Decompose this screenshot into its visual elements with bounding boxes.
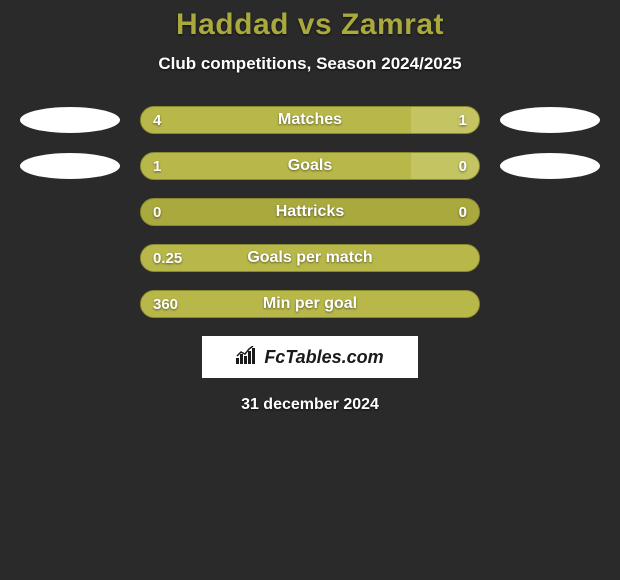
stat-bar: 0.25Goals per match: [140, 244, 480, 272]
barchart-icon: [236, 346, 258, 369]
page-title: Haddad vs Zamrat: [0, 8, 620, 42]
bar-left-fill: [141, 153, 411, 179]
footer-logo[interactable]: FcTables.com: [202, 336, 418, 378]
spacer: [20, 199, 120, 225]
stat-right-value: 0: [459, 199, 467, 225]
spacer: [500, 291, 600, 317]
stat-bar: 10Goals: [140, 152, 480, 180]
bar-left-fill: [141, 107, 411, 133]
logo-text: FcTables.com: [264, 347, 383, 368]
stat-bar: 360Min per goal: [140, 290, 480, 318]
subtitle: Club competitions, Season 2024/2025: [0, 54, 620, 74]
player-right-marker: [500, 107, 600, 133]
stat-left-value: 0: [153, 199, 161, 225]
bar-right-fill: [411, 107, 479, 133]
stat-label: Hattricks: [141, 199, 479, 225]
bar-right-fill: [411, 153, 479, 179]
comparison-card: Haddad vs Zamrat Club competitions, Seas…: [0, 0, 620, 414]
stat-bar: 41Matches: [140, 106, 480, 134]
date-label: 31 december 2024: [0, 396, 620, 414]
bar-left-fill: [141, 245, 479, 271]
stat-row: 0.25Goals per match: [0, 244, 620, 272]
stat-row: 10Goals: [0, 152, 620, 180]
stat-bar: 0 0Hattricks: [140, 198, 480, 226]
spacer: [500, 245, 600, 271]
spacer: [500, 199, 600, 225]
stat-rows: 41Matches 10Goals 0 0Hattricks 0.25Goals per…: [0, 106, 620, 318]
bar-left-fill: [141, 291, 479, 317]
player-left-marker: [20, 153, 120, 179]
player-left-marker: [20, 107, 120, 133]
stat-row: 0 0Hattricks: [0, 198, 620, 226]
player-right-marker: [500, 153, 600, 179]
stat-row: 360Min per goal: [0, 290, 620, 318]
spacer: [20, 291, 120, 317]
spacer: [20, 245, 120, 271]
stat-row: 41Matches: [0, 106, 620, 134]
